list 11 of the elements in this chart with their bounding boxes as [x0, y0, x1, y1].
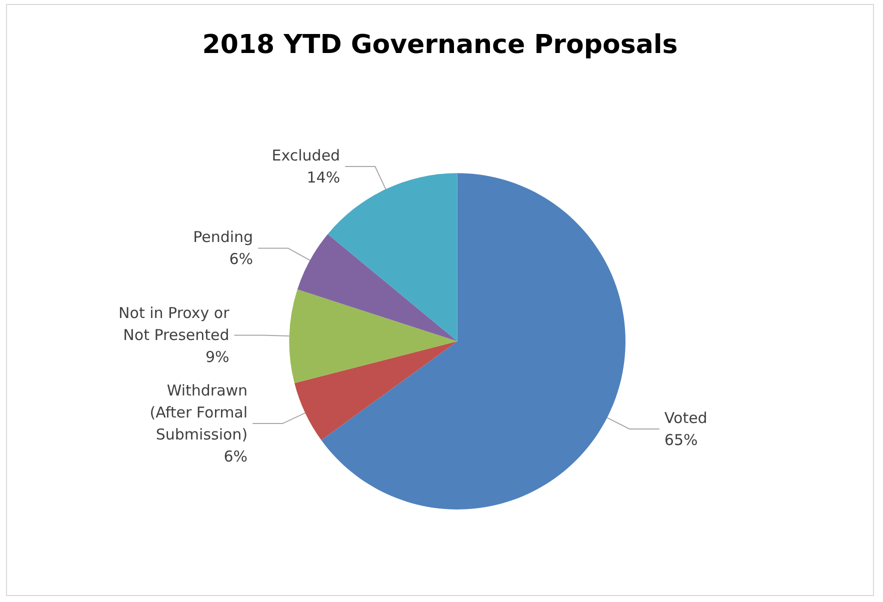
- data-label: 14%: [306, 168, 340, 187]
- data-label: 6%: [229, 250, 254, 268]
- data-label: 65%: [664, 430, 698, 449]
- slice-label: Excluded: [272, 146, 340, 165]
- data-label: 6%: [224, 448, 248, 466]
- slice-label: Pending: [193, 228, 254, 246]
- chart-title: 2018 YTD Governance Proposals: [202, 30, 678, 60]
- slice-label: Not in Proxy or Not Presented: [118, 304, 230, 344]
- slice-label: Voted: [664, 408, 708, 427]
- slice-label: Withdrawn (After Formal Submission): [150, 382, 248, 444]
- data-label: 9%: [205, 348, 230, 366]
